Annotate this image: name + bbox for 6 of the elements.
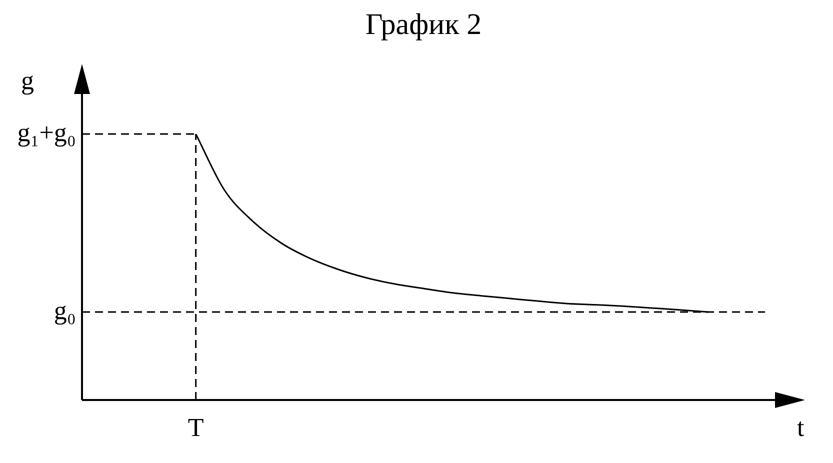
- x-axis-title: t: [797, 412, 805, 442]
- chart-title: График 2: [365, 8, 482, 41]
- text: T: [188, 412, 204, 442]
- ref-line-label: g₀: [54, 296, 76, 325]
- ref-line-label: g₁+g₀: [17, 118, 76, 147]
- y-axis-title: g: [21, 66, 34, 95]
